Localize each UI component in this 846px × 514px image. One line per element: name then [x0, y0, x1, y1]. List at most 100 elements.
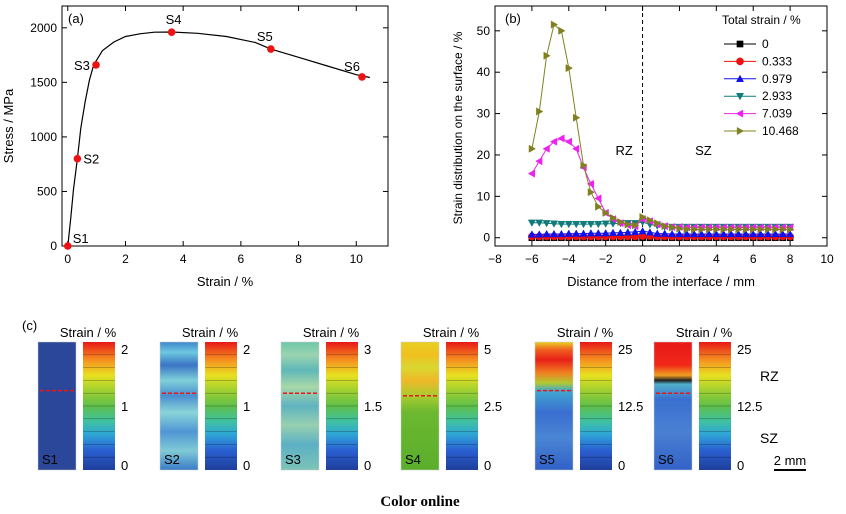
data-point [778, 229, 787, 238]
specimen-label: S5 [539, 452, 555, 467]
data-point [646, 216, 655, 225]
y-tick-label-a: 500 [37, 184, 57, 198]
colorbar-max: 25 [618, 342, 632, 357]
series-0.979 [527, 226, 795, 238]
panel-label-b: (b) [505, 11, 521, 26]
data-point [763, 229, 773, 238]
legend-marker [736, 126, 745, 136]
plot-frame-b [494, 5, 828, 247]
y-tick-label-a: 2000 [30, 21, 57, 35]
specimen-s2: S2 Strain / % 2 1 0 [159, 325, 250, 473]
data-point [586, 229, 595, 237]
panel-label-a: (a) [68, 11, 84, 26]
data-point [676, 224, 684, 233]
data-point [786, 229, 795, 238]
x-tick-label-b: 0 [639, 252, 646, 266]
specimen-label: S6 [658, 452, 674, 467]
data-point [579, 220, 588, 229]
x-tick-label-a: 6 [238, 252, 245, 266]
plot-frame-a [61, 5, 389, 247]
data-point [749, 229, 758, 238]
colorbar [446, 342, 478, 470]
data-point [682, 229, 691, 238]
colorbar-title: Strain / % [423, 325, 480, 340]
x-tick-label-a: 10 [350, 252, 364, 266]
strain-map [653, 341, 693, 471]
data-point [527, 230, 536, 238]
scale-bar-label: 2 mm [774, 453, 807, 468]
x-tick-label-a: 2 [122, 252, 129, 266]
data-point [572, 144, 580, 153]
data-point [786, 225, 795, 234]
x-tick-label-b: 2 [676, 252, 683, 266]
data-point [572, 220, 581, 229]
y-tick-label-b: 50 [477, 24, 491, 38]
data-point [661, 222, 669, 231]
data-point [601, 229, 610, 237]
specimen-label: S3 [285, 452, 301, 467]
x-axis-label-b: Distance from the interface / mm [567, 274, 755, 289]
colorbar-min: 0 [737, 458, 744, 473]
data-point [772, 225, 780, 234]
colorbar-mid: 1 [243, 399, 250, 414]
y-tick-label-b: 0 [483, 231, 490, 245]
colorbar-title: Strain / % [557, 325, 614, 340]
data-point [586, 179, 595, 188]
specimen-s5: S5 Strain / % 25 12.5 0 [534, 325, 643, 473]
data-point [713, 225, 721, 234]
zone-label-rz-c: RZ [760, 368, 779, 384]
legend-marker [735, 109, 744, 118]
data-point [771, 229, 780, 238]
data-point [549, 137, 558, 146]
y-tick-label-a: 0 [50, 239, 57, 253]
colorbar-title: Strain / % [676, 325, 733, 340]
colorbar-max: 2 [243, 342, 250, 357]
data-point [558, 26, 566, 35]
specimen-s6: S6 Strain / % 25 12.5 0 [653, 325, 762, 473]
colorbar-title: Strain / % [182, 325, 239, 340]
colorbar-max: 2 [121, 342, 128, 357]
stress-strain-chart: (a) 0 2 4 6 8 10 0 500 1000 1500 2000 S1 S2 S3 S4 S5 S6… [1, 5, 389, 289]
data-point [757, 225, 765, 234]
data-point [542, 144, 550, 153]
data-point [631, 227, 640, 236]
legend-entry: 0 [762, 37, 769, 51]
data-point [594, 229, 603, 237]
legend-entry: 0.979 [762, 72, 792, 86]
data-point [660, 229, 669, 237]
data-point [601, 220, 610, 228]
series-7.039 [527, 134, 794, 232]
legend: 0 0.333 0.979 2.933 7.039 10.468 [724, 37, 799, 138]
data-point [535, 219, 544, 227]
data-point [565, 64, 573, 73]
point-s5 [267, 45, 275, 53]
point-s4 [167, 28, 176, 36]
data-point [756, 229, 765, 238]
data-point [683, 225, 691, 234]
data-point [638, 226, 647, 235]
data-point [698, 225, 706, 234]
data-point [595, 202, 603, 211]
point-s1 [63, 242, 72, 250]
data-point [623, 228, 632, 236]
data-point [779, 225, 787, 234]
point-label-s3: S3 [74, 58, 90, 73]
legend-marker [735, 93, 745, 101]
y-tick-label-b: 10 [477, 189, 491, 203]
colorbar [580, 342, 612, 470]
data-point [579, 229, 588, 237]
strain-map [37, 341, 77, 471]
point-label-s6: S6 [344, 59, 360, 74]
data-point [668, 223, 677, 232]
data-point [690, 229, 699, 238]
data-point [727, 229, 736, 238]
data-point [617, 217, 625, 227]
data-point [712, 229, 721, 238]
data-point [675, 229, 684, 238]
data-point [639, 212, 647, 222]
data-point [734, 229, 743, 238]
colorbar-max: 25 [737, 342, 751, 357]
strain-map [400, 341, 440, 471]
data-point [668, 229, 677, 238]
y-tick-label-b: 30 [477, 107, 491, 121]
